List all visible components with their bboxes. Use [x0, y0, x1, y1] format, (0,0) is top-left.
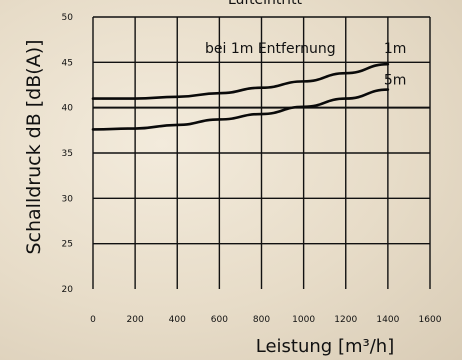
series-label-5m: 5m [384, 73, 407, 89]
x-tick-label-400: 400 [169, 315, 186, 325]
y-tick-label-30: 30 [62, 194, 74, 204]
series-lines: 1m 5m [91, 41, 407, 131]
series-line-1m [91, 62, 390, 100]
grid-lines [92, 16, 431, 289]
y-tick-labels: 20 25 30 35 40 45 50 [62, 13, 74, 295]
x-tick-labels: 0 200 400 600 800 1000 1200 1400 1600 [90, 315, 442, 325]
y-tick-label-20: 20 [62, 285, 74, 295]
distance-annotation: bei 1m Entfernung [205, 41, 336, 57]
x-tick-label-0: 0 [90, 315, 96, 325]
x-tick-label-1600: 1600 [419, 315, 442, 325]
y-tick-label-50: 50 [62, 13, 74, 23]
x-tick-label-200: 200 [127, 315, 144, 325]
x-tick-label-1200: 1200 [334, 315, 357, 325]
x-tick-label-1000: 1000 [292, 315, 315, 325]
y-tick-label-25: 25 [62, 240, 73, 250]
series-line-5m [91, 88, 390, 131]
series-label-1m: 1m [384, 41, 407, 57]
y-tick-label-45: 45 [62, 58, 73, 68]
chart-title: Lufteintritt [228, 0, 303, 8]
x-tick-label-1400: 1400 [376, 315, 399, 325]
y-axis-label: Schalldruck dB [dB(A)] [23, 39, 45, 254]
x-tick-label-600: 600 [211, 315, 228, 325]
x-tick-label-800: 800 [253, 315, 270, 325]
y-tick-label-35: 35 [62, 149, 73, 159]
x-axis-label: Leistung [m³/h] [256, 336, 394, 357]
y-tick-label-40: 40 [62, 104, 74, 114]
